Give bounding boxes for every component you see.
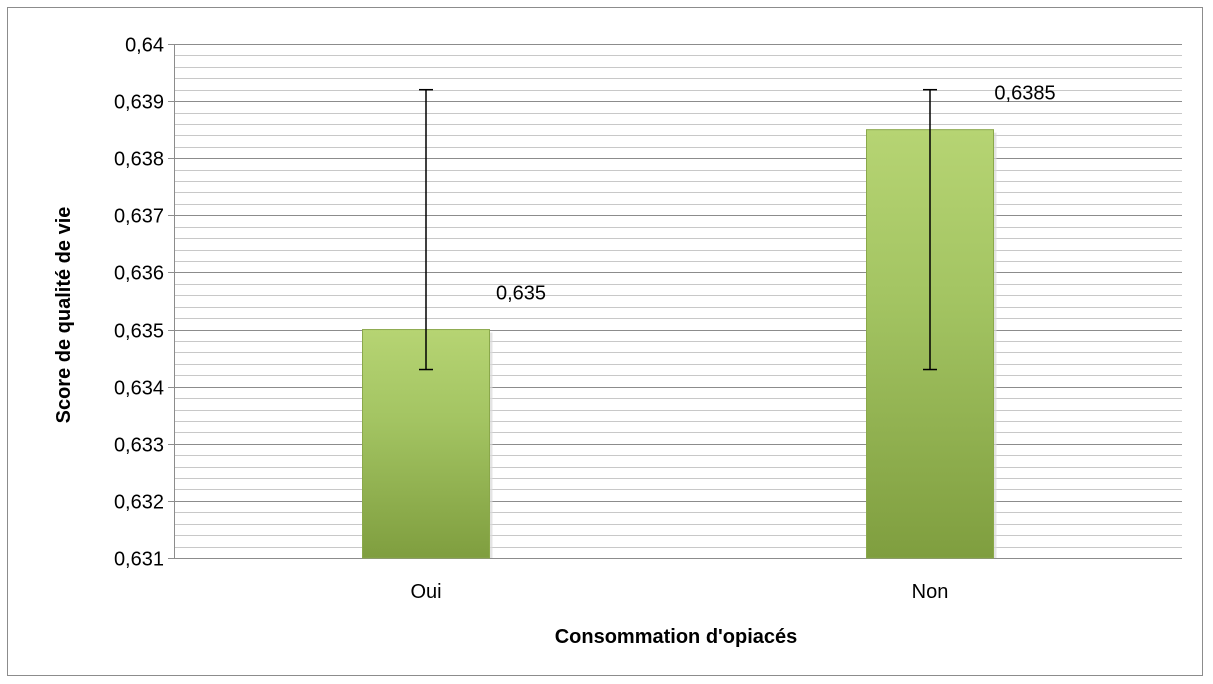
y-tick-label: 0,638 <box>114 149 164 171</box>
x-tick-label: Non <box>912 581 949 603</box>
y-tick-label: 0,631 <box>114 549 164 571</box>
y-tick-label: 0,632 <box>114 492 164 514</box>
y-tick-label: 0,635 <box>114 321 164 343</box>
axes <box>168 44 1182 559</box>
data-label: 0,635 <box>496 283 546 305</box>
y-axis-title: Score de qualité de vie <box>53 207 75 424</box>
y-tick-label: 0,633 <box>114 435 164 457</box>
x-tick-label: Oui <box>410 581 441 603</box>
y-tick-label: 0,637 <box>114 206 164 228</box>
y-tick-label: 0,64 <box>125 35 164 57</box>
data-label: 0,6385 <box>994 83 1055 105</box>
gridlines <box>174 44 1182 559</box>
bars <box>362 88 997 559</box>
y-tick-label: 0,634 <box>114 378 164 400</box>
y-tick-label: 0,636 <box>114 263 164 285</box>
y-tick-label: 0,639 <box>114 92 164 114</box>
labels: 0,631 0,632 0,633 0,634 0,635 0,636 0,637 0,638… <box>114 35 1056 604</box>
x-axis-title: Consommation d'opiacés <box>555 626 798 648</box>
